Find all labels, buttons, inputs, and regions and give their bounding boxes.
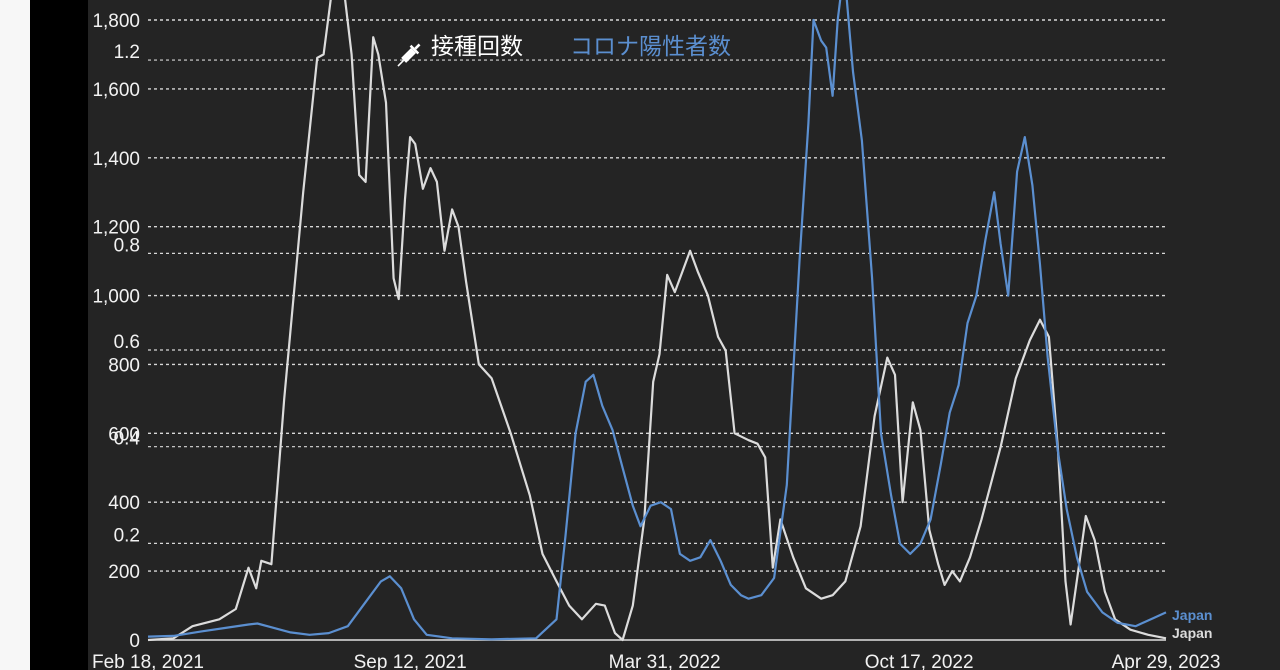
- series-end-label-vaccinations: Japan: [1172, 625, 1212, 641]
- y-tick-label: 0: [129, 631, 140, 652]
- series-line-vaccinations: [147, 0, 1167, 642]
- overlay-tick-label: 0.4: [114, 429, 141, 450]
- gridlines: [148, 19, 1166, 641]
- x-tick-label: Apr 29, 2023: [1112, 652, 1221, 670]
- overlay-tick-label: 0.8: [114, 235, 140, 256]
- series-end-label-cases: Japan: [1172, 607, 1212, 623]
- x-axis: Feb 18, 2021 Sep 12, 2021 Mar 31, 2022 Oct …: [92, 652, 1220, 670]
- series-lines: [147, 0, 1167, 642]
- series-line-cases: [147, 0, 1167, 641]
- overlay-tick-label: 0.6: [114, 332, 140, 353]
- overlay-tick-label: 1.2: [114, 42, 140, 63]
- y-axis-overlay: 0.2 0.4 0.6 0.8 1.2: [114, 42, 141, 546]
- legend-vaccinations-label: 接種回数: [431, 34, 523, 60]
- y-tick-label: 600: [108, 424, 140, 445]
- x-tick-label: Mar 31, 2022: [609, 652, 721, 670]
- x-tick-label: Feb 18, 2021: [92, 652, 204, 670]
- y-tick-label: 1,000: [92, 287, 140, 308]
- line-chart: 0 200 400 600 800 1,000 1,200 1,400 1,600 1,800 0…: [92, 0, 1220, 670]
- y-tick-label: 1,600: [92, 80, 140, 101]
- legend: 接種回数 コロナ陽性者数: [397, 34, 731, 67]
- syringe-icon: [397, 43, 421, 67]
- y-tick-label: 200: [108, 562, 140, 583]
- y-tick-label: 1,400: [92, 149, 140, 170]
- chart-plot-area: 0 200 400 600 800 1,000 1,200 1,400 1,600 1,800 0…: [88, 0, 1280, 670]
- series-end-labels: Japan Japan: [1172, 607, 1212, 641]
- x-tick-label: Sep 12, 2021: [354, 652, 467, 670]
- overlay-tick-label: 0.2: [114, 525, 140, 546]
- chart-frame: 0 200 400 600 800 1,000 1,200 1,400 1,600 1,800 0…: [30, 0, 1280, 670]
- y-tick-label: 1,800: [92, 11, 140, 32]
- y-tick-label: 400: [108, 493, 140, 514]
- y-tick-label: 800: [108, 355, 140, 376]
- y-tick-label: 1,200: [92, 218, 140, 239]
- legend-cases-label: コロナ陽性者数: [570, 34, 731, 60]
- x-tick-label: Oct 17, 2022: [865, 652, 974, 670]
- y-axis-left: 0 200 400 600 800 1,000 1,200 1,400 1,600 1,800: [92, 11, 140, 652]
